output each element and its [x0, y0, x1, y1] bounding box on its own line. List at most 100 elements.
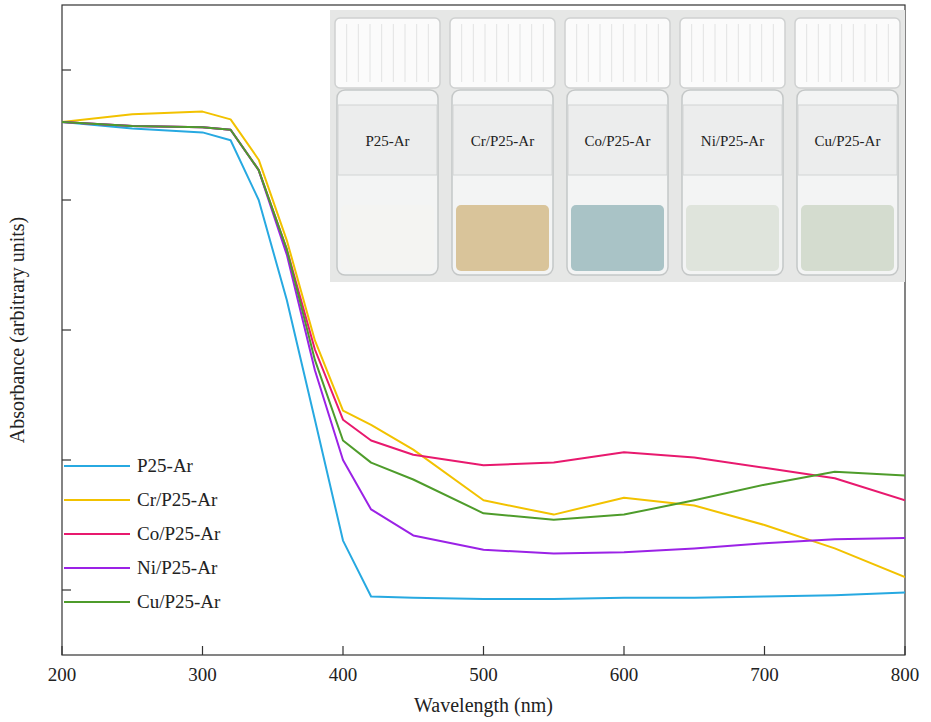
legend: P25-Ar Cr/P25-Ar Co/P25-Ar Ni/P25-Ar Cu/P25-…: [64, 455, 221, 612]
vial: Ni/P25-Ar: [680, 18, 785, 275]
cap-ridge: [635, 24, 636, 82]
vial-label: [798, 105, 897, 175]
cap-ridge: [830, 24, 831, 82]
vial-label: [453, 105, 552, 175]
photo-background: [330, 10, 905, 282]
cap-ridge: [773, 24, 774, 82]
vial-cap: [565, 18, 670, 88]
legend-swatch: [64, 601, 130, 603]
vial: P25-Ar: [335, 18, 440, 275]
legend-swatch: [64, 499, 130, 501]
y-axis-title: Absorbance (arbitrary units): [6, 217, 29, 444]
x-axis-title: Wavelength (nm): [414, 694, 553, 717]
x-tick: [61, 646, 62, 655]
y-tick: [62, 329, 71, 330]
series-line: [62, 122, 905, 554]
cap-ridge: [888, 24, 889, 82]
cap-ridge: [416, 24, 417, 82]
cap-ridge: [496, 24, 497, 82]
plot-frame: [62, 5, 905, 655]
cap-ridge: [461, 24, 462, 82]
legend-label: Co/P25-Ar: [137, 523, 221, 544]
x-tick-label: 300: [188, 664, 217, 685]
y-tick: [62, 199, 71, 200]
series-line: [62, 112, 905, 577]
vial-cap: [450, 18, 555, 88]
vial: Cr/P25-Ar: [450, 18, 555, 275]
vial-text: Cr/P25-Ar: [471, 133, 534, 149]
vial-body: [567, 90, 668, 275]
cap-ridge: [750, 24, 751, 82]
cap-ridge: [508, 24, 509, 82]
cap-ridge: [485, 24, 486, 82]
vial-body: [337, 90, 438, 275]
cap-ridge: [853, 24, 854, 82]
vial-cap: [680, 18, 785, 88]
x-tick-label: 800: [891, 664, 920, 685]
cap-ridge: [531, 24, 532, 82]
cap-ridge: [703, 24, 704, 82]
cap-ridge: [738, 24, 739, 82]
cap-ridge: [658, 24, 659, 82]
x-tick: [202, 646, 203, 655]
x-tick-label: 400: [329, 664, 358, 685]
x-tick: [483, 646, 484, 655]
y-tick: [62, 69, 71, 70]
vial-label: [568, 105, 667, 175]
cap-ridge: [715, 24, 716, 82]
cap-ridge: [646, 24, 647, 82]
legend-label: P25-Ar: [137, 455, 194, 476]
cap-ridge: [405, 24, 406, 82]
x-tick-label: 600: [610, 664, 639, 685]
powder: [341, 205, 434, 271]
cap-ridge: [358, 24, 359, 82]
cap-ridge: [393, 24, 394, 82]
cap-ridge: [428, 24, 429, 82]
series-line: [62, 122, 905, 599]
cap-ridge: [623, 24, 624, 82]
y-tick: [62, 589, 71, 590]
cap-ridge: [473, 24, 474, 82]
cap-ridge: [806, 24, 807, 82]
y-tick: [62, 459, 71, 460]
x-tick: [904, 646, 905, 655]
vial-text: Co/P25-Ar: [585, 133, 651, 149]
legend-label: Cu/P25-Ar: [137, 591, 221, 612]
x-tick-label: 700: [750, 664, 779, 685]
legend-label: Cr/P25-Ar: [137, 489, 218, 510]
powder: [686, 205, 779, 271]
vial: Cu/P25-Ar: [795, 18, 900, 275]
cap-ridge: [543, 24, 544, 82]
legend-label: Ni/P25-Ar: [137, 557, 218, 578]
cap-ridge: [381, 24, 382, 82]
cap-ridge: [691, 24, 692, 82]
cap-ridge: [370, 24, 371, 82]
x-tick-label: 500: [469, 664, 498, 685]
vial-cap: [335, 18, 440, 88]
vial-body: [797, 90, 898, 275]
powder: [571, 205, 664, 271]
vial-label: [683, 105, 782, 175]
powder: [456, 205, 549, 271]
cap-ridge: [520, 24, 521, 82]
cap-ridge: [841, 24, 842, 82]
cap-ridge: [600, 24, 601, 82]
legend-swatch: [64, 533, 130, 535]
legend-swatch: [64, 567, 130, 569]
inset-photo: P25-Ar Cr/P25-Ar Co/P25-Ar Ni/P25-Ar Cu/P25-…: [330, 10, 905, 282]
cap-ridge: [876, 24, 877, 82]
series-line: [62, 122, 905, 520]
vial-cap: [795, 18, 900, 88]
vial-text: Cu/P25-Ar: [815, 133, 881, 149]
x-tick: [342, 646, 343, 655]
x-tick: [623, 646, 624, 655]
cap-ridge: [761, 24, 762, 82]
vial-text: P25-Ar: [365, 133, 409, 149]
cap-ridge: [726, 24, 727, 82]
vial: Co/P25-Ar: [565, 18, 670, 275]
legend-swatch: [64, 465, 130, 467]
vial-body: [682, 90, 783, 275]
cap-ridge: [346, 24, 347, 82]
series-line: [62, 122, 905, 500]
cap-ridge: [576, 24, 577, 82]
